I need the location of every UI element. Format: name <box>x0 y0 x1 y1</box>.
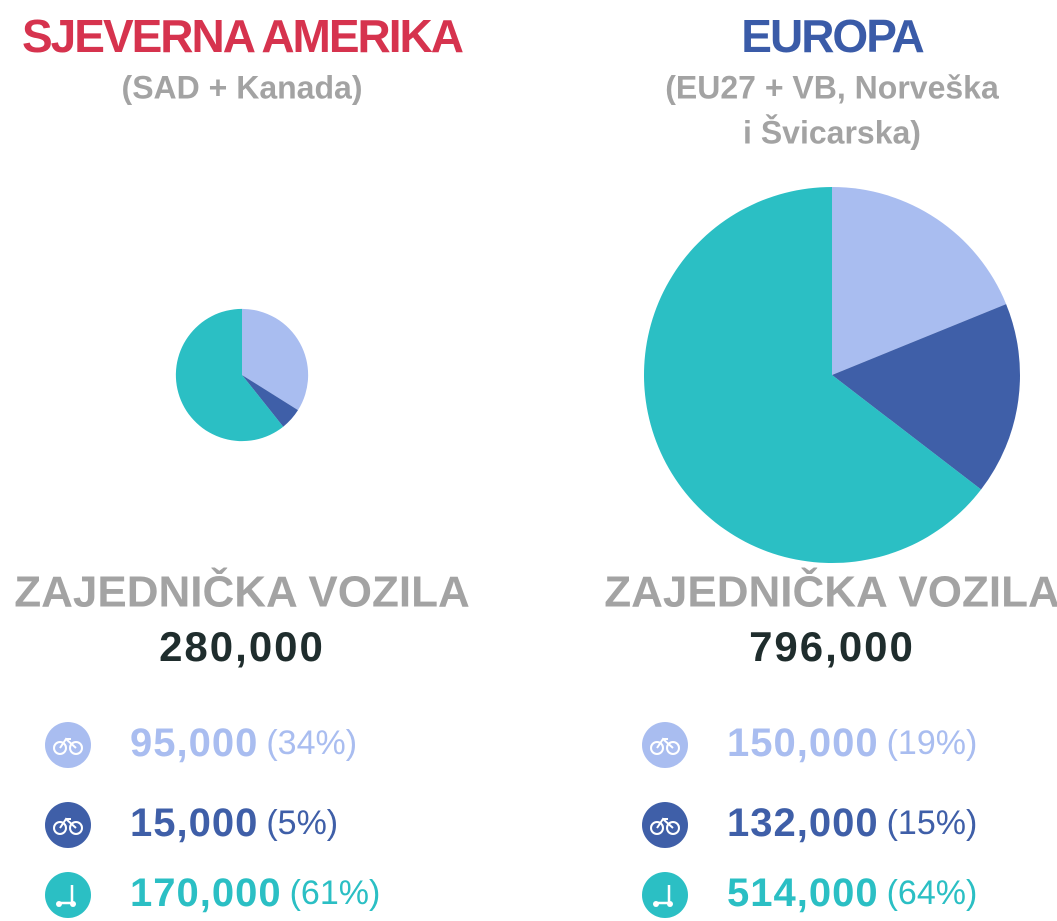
legend-share: (34%) <box>266 724 357 762</box>
icon-wheel <box>53 741 67 755</box>
pie-slice <box>643 187 982 563</box>
icon-frame <box>656 817 674 829</box>
legend-icon <box>642 802 688 848</box>
legend-value: 15,000 (5%) <box>130 801 338 845</box>
total: 796,000 <box>749 623 915 670</box>
legend-value: 132,000 (15%) <box>727 801 977 845</box>
legend-value: 95,000 (34%) <box>130 721 357 765</box>
icon-wheel <box>650 821 664 835</box>
legend-icon <box>642 722 688 768</box>
legend-icon <box>642 872 688 918</box>
legend-value-number: 150,000 <box>727 721 879 765</box>
icon-wheel <box>667 901 673 907</box>
legend-share: (64%) <box>887 874 978 912</box>
pie-slice <box>242 308 309 411</box>
legend-value: 514,000 (64%) <box>727 871 977 915</box>
icon-wheel <box>666 821 680 835</box>
chart-title: EUROPA <box>741 10 923 62</box>
chart-title: SJEVERNA AMERIKA <box>22 10 463 62</box>
legend-value-number: 15,000 <box>130 801 258 845</box>
subtitle: (SAD + Kanada) <box>122 69 363 105</box>
icon-wheel <box>69 821 83 835</box>
subtitle: (EU27 + VB, Norveška <box>665 69 999 105</box>
icon-frame <box>656 737 674 749</box>
legend-value-number: 170,000 <box>130 871 282 915</box>
legend-share: (15%) <box>887 804 978 842</box>
legend-share: (61%) <box>290 874 381 912</box>
pie <box>643 187 1020 563</box>
legend-share: (19%) <box>887 724 978 762</box>
icon-frame <box>59 817 77 829</box>
legend-value: 150,000 (19%) <box>727 721 977 765</box>
pie-slice <box>242 375 298 427</box>
legend-icon <box>45 802 91 848</box>
total: 280,000 <box>159 623 325 670</box>
pie-slice <box>832 187 1007 375</box>
icon-wheel <box>53 821 67 835</box>
legend-value-number: 132,000 <box>727 801 879 845</box>
total-caption: ZAJEDNIČKA VOZILA <box>14 566 470 617</box>
icon-wheel <box>56 901 62 907</box>
icon-wheel <box>653 901 659 907</box>
subtitle: i Švicarska) <box>743 114 921 150</box>
legend-value-number: 95,000 <box>130 721 258 765</box>
pie <box>175 308 309 442</box>
legend-value-number: 514,000 <box>727 871 879 915</box>
pie-slice <box>175 308 284 442</box>
icon-wheel <box>70 901 76 907</box>
icon-wheel <box>666 741 680 755</box>
icon-wheel <box>650 741 664 755</box>
icon-frame <box>59 737 77 749</box>
legend-value: 170,000 (61%) <box>130 871 380 915</box>
legend-icon <box>45 722 91 768</box>
pie-slice <box>832 304 1020 490</box>
legend-share: (5%) <box>266 804 338 842</box>
total-caption: ZAJEDNIČKA VOZILA <box>604 566 1057 617</box>
legend-icon <box>45 872 91 918</box>
icon-wheel <box>69 741 83 755</box>
